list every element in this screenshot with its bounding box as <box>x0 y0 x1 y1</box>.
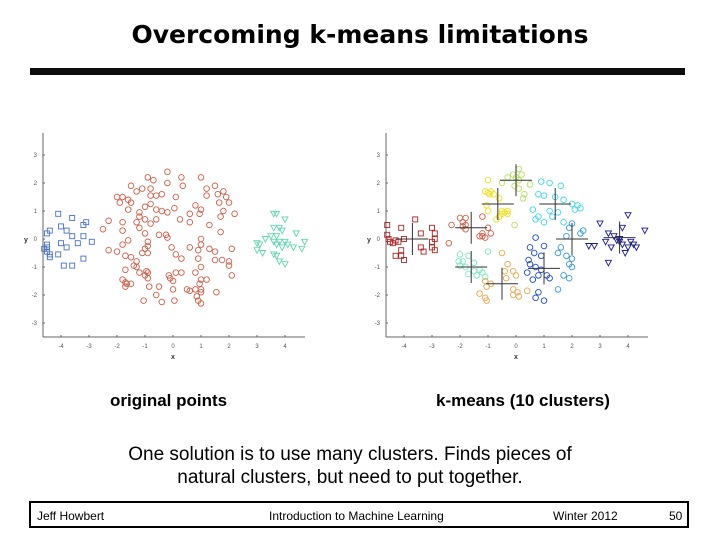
svg-text:-3: -3 <box>375 321 381 327</box>
footer-author: Jeff Howbert <box>37 509 105 523</box>
footer-page-number: 50 <box>669 509 683 523</box>
scatter-svg-kmeans: -4 -3 -2 -1 0 1 2 3 4 -3 -2 -1 0 1 2 3 x y <box>367 133 649 361</box>
svg-text:1: 1 <box>34 209 38 215</box>
svg-text:2: 2 <box>227 344 231 350</box>
svg-text:0: 0 <box>514 344 518 350</box>
slide-footer: Jeff Howbert Introduction to Machine Lea… <box>29 501 689 528</box>
svg-text:-2: -2 <box>32 293 38 299</box>
scatter-plot-original: -4 -3 -2 -1 0 1 2 3 4 -3 -2 -1 0 1 2 3 x y <box>20 125 320 370</box>
svg-text:-4: -4 <box>58 344 64 350</box>
svg-text:x: x <box>514 354 518 361</box>
caption-kmeans: k-means (10 clusters) <box>436 391 610 410</box>
body-line-1: One solution is to use many clusters. Fi… <box>128 444 572 465</box>
svg-text:2: 2 <box>570 344 574 350</box>
svg-text:4: 4 <box>283 344 287 350</box>
svg-text:4: 4 <box>626 344 630 350</box>
svg-text:3: 3 <box>377 153 381 159</box>
svg-text:1: 1 <box>542 344 546 350</box>
footer-term: Winter 2012 <box>553 509 618 523</box>
title-divider <box>30 68 685 75</box>
body-line-2: natural clusters, but need to put togeth… <box>177 467 523 488</box>
caption-original-points: original points <box>110 391 228 410</box>
svg-text:-2: -2 <box>457 344 463 350</box>
svg-text:-1: -1 <box>375 265 381 271</box>
svg-text:0: 0 <box>34 237 38 243</box>
svg-text:-2: -2 <box>375 293 381 299</box>
svg-text:3: 3 <box>255 344 259 350</box>
svg-text:x: x <box>171 354 175 361</box>
svg-text:-1: -1 <box>32 265 38 271</box>
svg-text:-1: -1 <box>485 344 491 350</box>
svg-text:2: 2 <box>377 181 381 187</box>
svg-text:y: y <box>24 237 28 244</box>
svg-text:-2: -2 <box>114 344 120 350</box>
svg-text:-3: -3 <box>86 344 92 350</box>
slide-title: Overcoming k-means limitations <box>131 20 589 49</box>
svg-text:1: 1 <box>199 344 203 350</box>
svg-text:0: 0 <box>377 237 381 243</box>
svg-text:1: 1 <box>377 209 381 215</box>
svg-text:-3: -3 <box>429 344 435 350</box>
svg-text:3: 3 <box>598 344 602 350</box>
scatter-svg-original: -4 -3 -2 -1 0 1 2 3 4 -3 -2 -1 0 1 2 3 x y <box>24 133 309 361</box>
svg-text:-4: -4 <box>401 344 407 350</box>
svg-text:3: 3 <box>34 153 38 159</box>
svg-text:-3: -3 <box>32 321 38 327</box>
scatter-plot-kmeans: -4 -3 -2 -1 0 1 2 3 4 -3 -2 -1 0 1 2 3 x y <box>363 125 663 370</box>
svg-text:2: 2 <box>34 181 38 187</box>
svg-text:y: y <box>367 237 371 244</box>
svg-text:0: 0 <box>171 344 175 350</box>
slide-body-text: One solution is to use many clusters. Fi… <box>0 443 700 489</box>
svg-text:-1: -1 <box>142 344 148 350</box>
footer-course: Introduction to Machine Learning <box>269 509 444 523</box>
